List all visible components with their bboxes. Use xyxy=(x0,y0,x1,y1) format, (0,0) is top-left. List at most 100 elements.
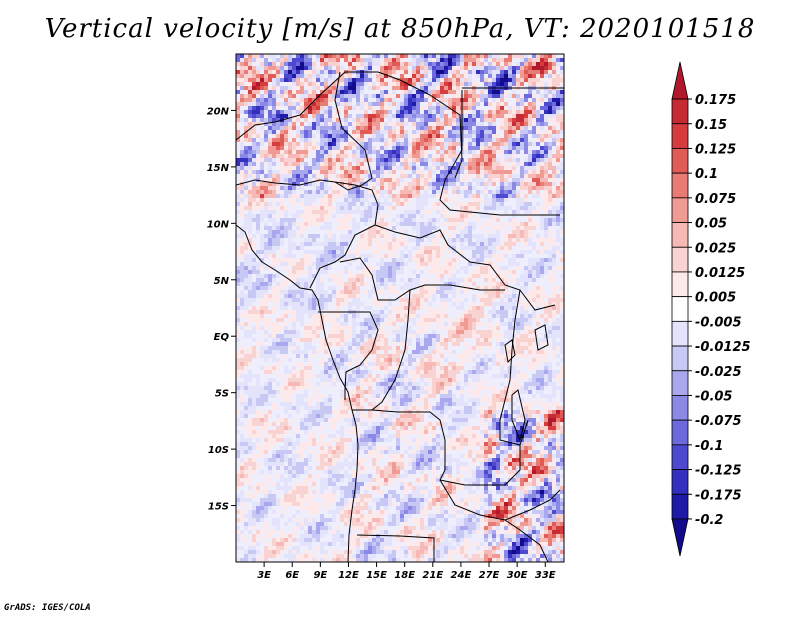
field-cell xyxy=(348,198,352,202)
field-cell xyxy=(440,122,444,126)
field-cell xyxy=(536,294,540,298)
field-cell xyxy=(240,270,244,274)
field-cell xyxy=(308,210,312,214)
field-cell xyxy=(320,294,324,298)
field-cell xyxy=(348,86,352,90)
field-cell xyxy=(468,158,472,162)
field-cell xyxy=(464,82,468,86)
field-cell xyxy=(544,358,548,362)
field-cell xyxy=(452,278,456,282)
field-cell xyxy=(272,278,276,282)
field-cell xyxy=(332,162,336,166)
field-cell xyxy=(552,158,556,162)
field-cell xyxy=(296,178,300,182)
field-cell xyxy=(484,54,488,58)
field-cell xyxy=(256,66,260,70)
field-cell xyxy=(360,166,364,170)
field-cell xyxy=(360,330,364,334)
field-cell xyxy=(520,70,524,74)
field-cell xyxy=(460,266,464,270)
field-cell xyxy=(396,266,400,270)
field-cell xyxy=(352,354,356,358)
field-cell xyxy=(324,294,328,298)
field-cell xyxy=(444,66,448,70)
field-cell xyxy=(340,102,344,106)
field-cell xyxy=(288,234,292,238)
field-cell xyxy=(292,322,296,326)
field-cell xyxy=(240,298,244,302)
field-cell xyxy=(480,198,484,202)
field-cell xyxy=(304,170,308,174)
field-cell xyxy=(392,218,396,222)
field-cell xyxy=(348,278,352,282)
field-cell xyxy=(512,126,516,130)
field-cell xyxy=(344,118,348,122)
field-cell xyxy=(520,54,524,58)
field-cell xyxy=(248,358,252,362)
field-cell xyxy=(436,126,440,130)
field-cell xyxy=(476,98,480,102)
field-cell xyxy=(336,242,340,246)
field-cell xyxy=(372,338,376,342)
field-cell xyxy=(288,110,292,114)
field-cell xyxy=(292,234,296,238)
field-cell xyxy=(400,266,404,270)
field-cell xyxy=(260,142,264,146)
field-cell xyxy=(416,250,420,254)
field-cell xyxy=(424,62,428,66)
field-cell xyxy=(504,78,508,82)
field-cell xyxy=(532,342,536,346)
field-cell xyxy=(420,226,424,230)
field-cell xyxy=(352,134,356,138)
field-cell xyxy=(292,186,296,190)
field-cell xyxy=(360,278,364,282)
field-cell xyxy=(540,222,544,226)
field-cell xyxy=(284,234,288,238)
field-cell xyxy=(296,298,300,302)
field-cell xyxy=(264,298,268,302)
field-cell xyxy=(552,182,556,186)
field-cell xyxy=(424,338,428,342)
field-cell xyxy=(556,74,560,78)
field-cell xyxy=(336,142,340,146)
field-cell xyxy=(400,214,404,218)
field-cell xyxy=(368,326,372,330)
field-cell xyxy=(508,62,512,66)
field-cell xyxy=(396,178,400,182)
field-cell xyxy=(252,270,256,274)
field-cell xyxy=(292,222,296,226)
field-cell xyxy=(544,230,548,234)
field-cell xyxy=(556,78,560,82)
field-cell xyxy=(340,82,344,86)
field-cell xyxy=(388,206,392,210)
field-cell xyxy=(456,238,460,242)
field-cell xyxy=(336,350,340,354)
field-cell xyxy=(332,190,336,194)
field-cell xyxy=(484,150,488,154)
field-cell xyxy=(368,274,372,278)
field-cell xyxy=(500,98,504,102)
field-cell xyxy=(384,262,388,266)
field-cell xyxy=(404,218,408,222)
field-cell xyxy=(332,58,336,62)
field-cell xyxy=(388,178,392,182)
field-cell xyxy=(520,198,524,202)
field-cell xyxy=(336,114,340,118)
field-cell xyxy=(248,274,252,278)
field-cell xyxy=(528,182,532,186)
field-cell xyxy=(312,134,316,138)
field-cell xyxy=(384,190,388,194)
field-cell xyxy=(452,106,456,110)
field-cell xyxy=(476,154,480,158)
field-cell xyxy=(536,202,540,206)
field-cell xyxy=(264,286,268,290)
field-cell xyxy=(328,338,332,342)
field-cell xyxy=(360,182,364,186)
field-cell xyxy=(476,142,480,146)
field-cell xyxy=(296,198,300,202)
field-cell xyxy=(320,198,324,202)
field-cell xyxy=(460,290,464,294)
field-cell xyxy=(512,106,516,110)
field-cell xyxy=(440,274,444,278)
field-cell xyxy=(468,98,472,102)
